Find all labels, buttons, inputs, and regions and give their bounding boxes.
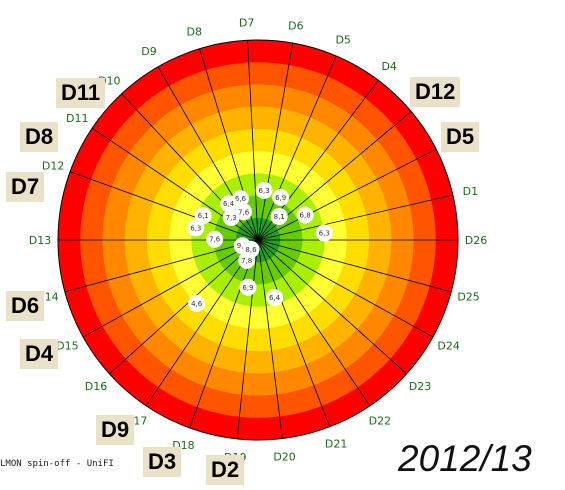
data-point-label: 6,1 — [198, 212, 209, 220]
spoke-d24 — [257, 239, 434, 338]
data-point-label: 7,6 — [238, 208, 250, 216]
overlay-label-d12: D12 — [410, 77, 461, 107]
data-point-label: 7,3 — [226, 214, 237, 222]
direction-label-d5: D5 — [335, 33, 350, 46]
spoke-d6 — [257, 42, 294, 241]
direction-label-d21: D21 — [325, 438, 347, 451]
spoke-d15 — [82, 239, 259, 338]
spoke-d22 — [257, 239, 371, 407]
data-point-marker — [187, 219, 205, 237]
data-point-2: 6,9 — [272, 188, 290, 206]
overlay-label-d4: D4 — [20, 339, 59, 369]
overlay-label-d8: D8 — [20, 122, 59, 152]
direction-label-d24: D24 — [437, 340, 459, 353]
data-point-label: 4,6 — [191, 300, 203, 308]
spoke-d12 — [69, 171, 259, 241]
data-point-marker — [222, 209, 240, 227]
center-hub — [255, 237, 261, 243]
spoke-d18 — [189, 239, 259, 429]
spoke-d17 — [145, 239, 259, 407]
spoke-d19 — [236, 239, 259, 439]
data-point-marker — [194, 207, 212, 225]
direction-label-d13: D13 — [29, 234, 51, 247]
data-point-label: 6,6 — [235, 195, 247, 203]
data-point-11: 6,3 — [187, 219, 205, 237]
data-point-label: 8,6 — [245, 246, 257, 254]
overlay-label-d11: D11 — [56, 78, 106, 108]
data-point-marker — [315, 224, 333, 242]
data-point-1: 6,3 — [255, 181, 273, 199]
spoke-d16 — [109, 239, 259, 375]
data-point-10: 6,1 — [194, 207, 212, 225]
spoke-d2 — [257, 148, 437, 241]
spoke-d5 — [257, 55, 337, 241]
data-point-marker — [255, 181, 273, 199]
data-point-4: 6,3 — [315, 224, 333, 242]
overlay-label-d7: D7 — [6, 172, 45, 202]
data-point-9: 7,3 — [222, 209, 240, 227]
data-point-18: 4,6 — [188, 295, 206, 313]
data-point-marker — [266, 289, 284, 307]
spoke-d1 — [257, 194, 453, 241]
direction-label-d4: D4 — [381, 60, 396, 73]
direction-label-d16: D16 — [85, 380, 107, 393]
direction-label-d25: D25 — [457, 290, 479, 303]
direction-label-d8: D8 — [187, 26, 202, 39]
season-label: 2012/13 — [398, 438, 532, 479]
direction-label-d15: D15 — [56, 340, 78, 353]
data-point-12: 7,6 — [206, 230, 224, 248]
data-point-marker — [188, 295, 206, 313]
data-point-marker — [270, 207, 288, 225]
data-point-label: 6,9 — [275, 194, 286, 202]
overlay-label-d6: D6 — [6, 291, 45, 321]
direction-label-d22: D22 — [369, 415, 391, 428]
footer-credit: LMON spin-off - UniFI — [0, 459, 114, 469]
data-point-5: 8,1 — [270, 207, 288, 225]
overlay-label-d5: D5 — [441, 122, 480, 152]
direction-label-d9: D9 — [141, 45, 156, 58]
direction-label-d26: D26 — [465, 234, 487, 247]
data-point-15: 7,8 — [238, 251, 256, 269]
data-point-marker — [238, 251, 256, 269]
spoke-d14 — [64, 239, 259, 293]
data-point-label: 6,8 — [300, 211, 311, 219]
data-point-label: 6,9 — [242, 284, 253, 292]
overlay-label-d9: D9 — [96, 415, 135, 445]
data-point-label: 6,3 — [259, 187, 270, 195]
data-point-marker — [239, 278, 257, 296]
data-point-label: 8,1 — [274, 213, 285, 221]
spoke-d7 — [247, 40, 259, 241]
data-point-marker — [296, 206, 314, 224]
direction-label-d7: D7 — [239, 16, 254, 29]
data-point-label: 9,8 — [237, 242, 248, 250]
direction-label-d23: D23 — [409, 380, 431, 393]
data-point-16: 6,9 — [239, 278, 257, 296]
data-point-17: 6,4 — [266, 289, 284, 307]
data-point-label: 7,6 — [209, 236, 221, 244]
data-point-8: 6,4 — [220, 195, 238, 213]
spoke-d20 — [257, 239, 283, 439]
direction-label-d1: D1 — [463, 185, 478, 198]
data-point-label: 7,8 — [241, 257, 252, 265]
overlay-label-d2: D2 — [206, 455, 245, 485]
data-point-label: 6,4 — [223, 200, 235, 208]
data-point-label: 6,3 — [319, 230, 330, 238]
spoke-d23 — [257, 239, 407, 375]
data-point-marker — [272, 188, 290, 206]
direction-label-d6: D6 — [288, 19, 303, 32]
data-point-3: 6,8 — [296, 206, 314, 224]
overlay-label-d3: D3 — [143, 447, 182, 477]
spoke-d21 — [257, 239, 331, 427]
spoke-d25 — [257, 239, 452, 293]
data-point-label: 6,4 — [269, 294, 281, 302]
data-point-marker — [206, 230, 224, 248]
direction-label-d11: D11 — [66, 112, 88, 125]
direction-label-d12: D12 — [42, 159, 64, 172]
data-point-label: 6,3 — [190, 224, 201, 232]
direction-label-d20: D20 — [273, 450, 295, 463]
